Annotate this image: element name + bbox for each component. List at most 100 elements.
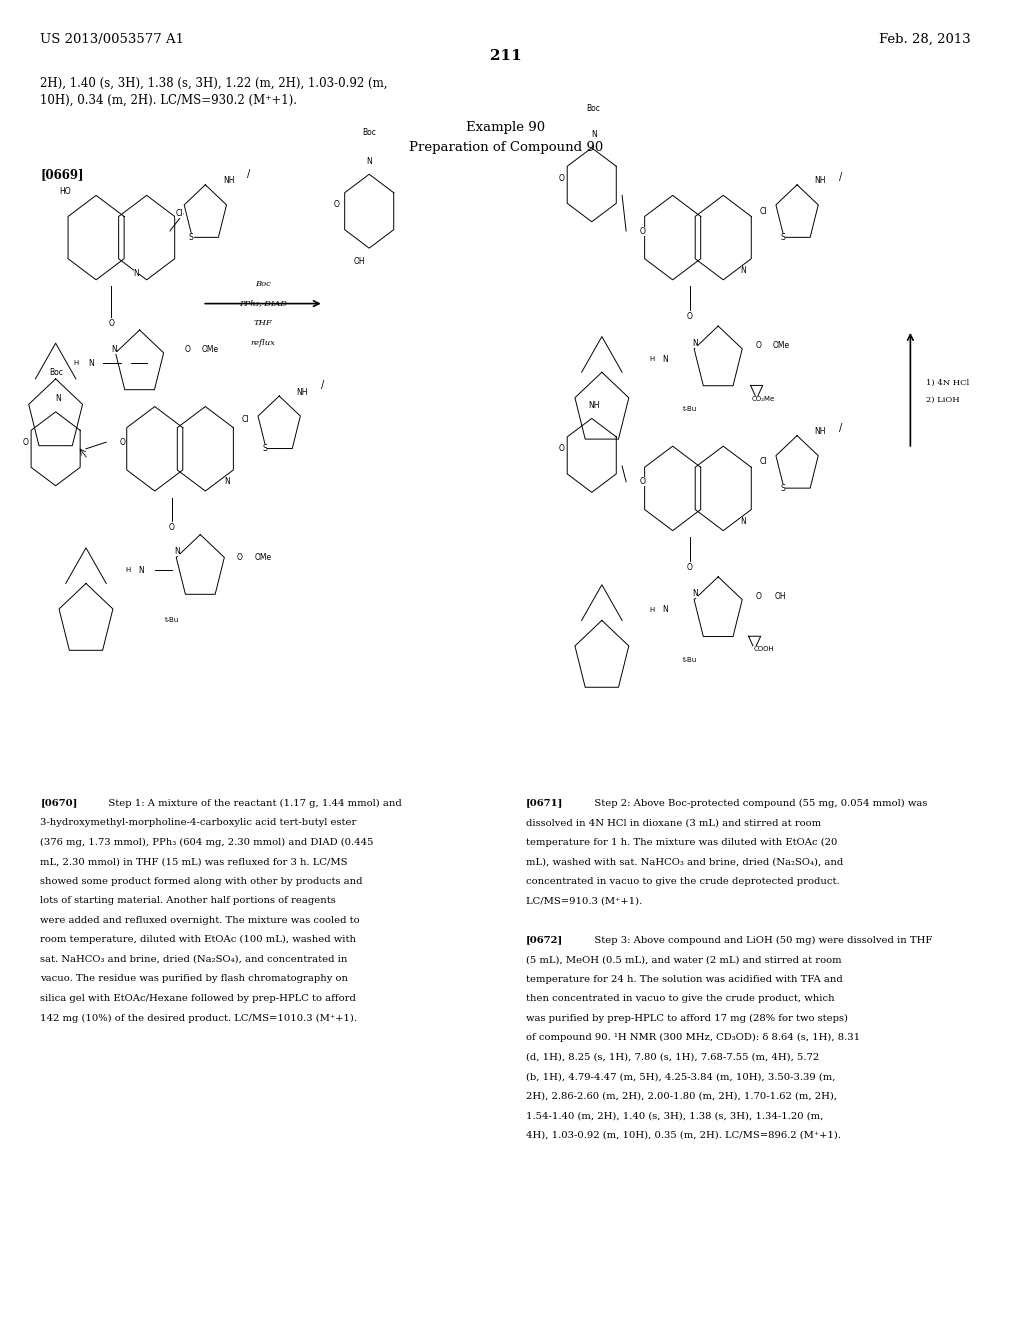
Text: Cl: Cl xyxy=(760,207,767,215)
Text: was purified by prep-HPLC to afford 17 mg (28% for two steps): was purified by prep-HPLC to afford 17 m… xyxy=(526,1014,848,1023)
Text: (376 mg, 1.73 mmol), PPh₃ (604 mg, 2.30 mmol) and DIAD (0.445: (376 mg, 1.73 mmol), PPh₃ (604 mg, 2.30 … xyxy=(41,838,374,847)
Text: 1.54-1.40 (m, 2H), 1.40 (s, 3H), 1.38 (s, 3H), 1.34-1.20 (m,: 1.54-1.40 (m, 2H), 1.40 (s, 3H), 1.38 (s… xyxy=(526,1111,823,1121)
Text: N: N xyxy=(663,355,669,363)
Text: vacuo. The residue was purified by flash chromatography on: vacuo. The residue was purified by flash… xyxy=(41,974,348,983)
Text: 1) 4N HCl: 1) 4N HCl xyxy=(926,379,969,387)
Text: of compound 90. ¹H NMR (300 MHz, CD₃OD): δ 8.64 (s, 1H), 8.31: of compound 90. ¹H NMR (300 MHz, CD₃OD):… xyxy=(526,1034,860,1043)
Text: OMe: OMe xyxy=(772,342,790,350)
Text: O: O xyxy=(639,227,645,235)
Text: Cl: Cl xyxy=(242,416,250,424)
Text: N: N xyxy=(591,131,597,139)
Text: NH: NH xyxy=(815,428,826,436)
Text: dissolved in 4N HCl in dioxane (3 mL) and stirred at room: dissolved in 4N HCl in dioxane (3 mL) an… xyxy=(526,818,821,828)
Text: [0669]: [0669] xyxy=(41,168,84,181)
Text: O: O xyxy=(558,174,564,182)
Text: 2H), 1.40 (s, 3H), 1.38 (s, 3H), 1.22 (m, 2H), 1.03-0.92 (m,
10H), 0.34 (m, 2H).: 2H), 1.40 (s, 3H), 1.38 (s, 3H), 1.22 (m… xyxy=(41,77,388,107)
Text: t-Bu: t-Bu xyxy=(683,657,697,663)
Text: [0671]: [0671] xyxy=(526,799,563,808)
Text: Preparation of Compound 90: Preparation of Compound 90 xyxy=(409,141,603,154)
Text: Example 90: Example 90 xyxy=(466,121,546,135)
Text: O: O xyxy=(756,593,762,601)
Text: 211: 211 xyxy=(489,49,521,63)
Text: N: N xyxy=(224,478,230,486)
Text: [0672]: [0672] xyxy=(526,936,563,945)
Text: Step 2: Above Boc-protected compound (55 mg, 0.054 mmol) was: Step 2: Above Boc-protected compound (55… xyxy=(585,799,927,808)
Text: N: N xyxy=(112,346,117,354)
Text: THF: THF xyxy=(254,319,272,327)
Text: mL), washed with sat. NaHCO₃ and brine, dried (Na₂SO₄), and: mL), washed with sat. NaHCO₃ and brine, … xyxy=(526,857,843,866)
Text: 3-hydroxymethyl-morpholine-4-carboxylic acid tert-butyl ester: 3-hydroxymethyl-morpholine-4-carboxylic … xyxy=(41,818,356,828)
Text: Step 3: Above compound and LiOH (50 mg) were dissolved in THF: Step 3: Above compound and LiOH (50 mg) … xyxy=(585,936,932,945)
Text: N: N xyxy=(740,267,746,275)
Text: then concentrated in vacuo to give the crude product, which: then concentrated in vacuo to give the c… xyxy=(526,994,835,1003)
Text: H: H xyxy=(650,607,655,612)
Text: 4H), 1.03-0.92 (m, 10H), 0.35 (m, 2H). LC/MS=896.2 (M⁺+1).: 4H), 1.03-0.92 (m, 10H), 0.35 (m, 2H). L… xyxy=(526,1131,841,1140)
Text: OH: OH xyxy=(775,593,786,601)
Text: t-Bu: t-Bu xyxy=(165,618,179,623)
Text: H: H xyxy=(74,360,79,366)
Text: reflux: reflux xyxy=(251,339,275,347)
Text: N: N xyxy=(174,548,180,556)
Text: H: H xyxy=(126,568,131,573)
Text: O: O xyxy=(687,313,693,321)
Text: O: O xyxy=(756,342,762,350)
Text: O: O xyxy=(169,524,175,532)
Text: /: / xyxy=(247,169,251,180)
Text: Boc: Boc xyxy=(50,368,63,376)
Text: temperature for 1 h. The mixture was diluted with EtOAc (20: temperature for 1 h. The mixture was dil… xyxy=(526,838,838,847)
Text: US 2013/0053577 A1: US 2013/0053577 A1 xyxy=(41,33,184,46)
Text: N: N xyxy=(134,269,139,277)
Text: CO₂Me: CO₂Me xyxy=(752,396,775,401)
Text: 142 mg (10%) of the desired product. LC/MS=1010.3 (M⁺+1).: 142 mg (10%) of the desired product. LC/… xyxy=(41,1014,357,1023)
Text: sat. NaHCO₃ and brine, dried (Na₂SO₄), and concentrated in: sat. NaHCO₃ and brine, dried (Na₂SO₄), a… xyxy=(41,954,348,964)
Text: Boc: Boc xyxy=(255,280,271,288)
Text: were added and refluxed overnight. The mixture was cooled to: were added and refluxed overnight. The m… xyxy=(41,916,360,925)
Text: Step 1: A mixture of the reactant (1.17 g, 1.44 mmol) and: Step 1: A mixture of the reactant (1.17 … xyxy=(99,799,401,808)
Text: Cl: Cl xyxy=(760,458,767,466)
Text: O: O xyxy=(109,319,115,327)
Text: H: H xyxy=(650,356,655,362)
Text: (b, 1H), 4.79-4.47 (m, 5H), 4.25-3.84 (m, 10H), 3.50-3.39 (m,: (b, 1H), 4.79-4.47 (m, 5H), 4.25-3.84 (m… xyxy=(526,1072,836,1081)
Text: N: N xyxy=(88,359,94,367)
Text: 2) LiOH: 2) LiOH xyxy=(926,396,959,404)
Text: Boc: Boc xyxy=(586,104,600,112)
Text: silica gel with EtOAc/Hexane followed by prep-HPLC to afford: silica gel with EtOAc/Hexane followed by… xyxy=(41,994,356,1003)
Text: O: O xyxy=(184,346,190,354)
Text: O: O xyxy=(639,478,645,486)
Text: [0670]: [0670] xyxy=(41,799,78,808)
Text: O: O xyxy=(237,553,243,561)
Text: N: N xyxy=(663,606,669,614)
Text: (d, 1H), 8.25 (s, 1H), 7.80 (s, 1H), 7.68-7.55 (m, 4H), 5.72: (d, 1H), 8.25 (s, 1H), 7.80 (s, 1H), 7.6… xyxy=(526,1053,819,1061)
Text: O: O xyxy=(558,445,564,453)
Text: OMe: OMe xyxy=(254,553,271,561)
Text: 2H), 2.86-2.60 (m, 2H), 2.00-1.80 (m, 2H), 1.70-1.62 (m, 2H),: 2H), 2.86-2.60 (m, 2H), 2.00-1.80 (m, 2H… xyxy=(526,1092,837,1101)
Text: N: N xyxy=(367,157,372,165)
Text: temperature for 24 h. The solution was acidified with TFA and: temperature for 24 h. The solution was a… xyxy=(526,974,843,983)
Text: Boc: Boc xyxy=(362,128,376,136)
Text: N: N xyxy=(692,339,697,347)
Text: O: O xyxy=(120,438,125,446)
Text: N: N xyxy=(692,590,697,598)
Text: COOH: COOH xyxy=(754,647,774,652)
Text: OH: OH xyxy=(353,257,365,265)
Text: O: O xyxy=(23,438,29,446)
Text: mL, 2.30 mmol) in THF (15 mL) was refluxed for 3 h. LC/MS: mL, 2.30 mmol) in THF (15 mL) was reflux… xyxy=(41,857,348,866)
Text: (5 mL), MeOH (0.5 mL), and water (2 mL) and stirred at room: (5 mL), MeOH (0.5 mL), and water (2 mL) … xyxy=(526,956,842,964)
Text: N: N xyxy=(740,517,746,525)
Text: NH: NH xyxy=(223,177,234,185)
Text: O: O xyxy=(334,201,340,209)
Text: /: / xyxy=(322,380,325,391)
Text: /: / xyxy=(839,422,842,433)
Text: S: S xyxy=(780,234,785,242)
Text: S: S xyxy=(262,445,267,453)
Text: LC/MS=910.3 (M⁺+1).: LC/MS=910.3 (M⁺+1). xyxy=(526,896,642,906)
Text: concentrated in vacuo to give the crude deprotected product.: concentrated in vacuo to give the crude … xyxy=(526,876,840,886)
Text: NH: NH xyxy=(297,388,308,396)
Text: room temperature, diluted with EtOAc (100 mL), washed with: room temperature, diluted with EtOAc (10… xyxy=(41,936,356,945)
Text: Feb. 28, 2013: Feb. 28, 2013 xyxy=(880,33,971,46)
Text: OMe: OMe xyxy=(202,346,219,354)
Text: PPh₃, DIAD: PPh₃, DIAD xyxy=(239,300,287,308)
Text: lots of starting material. Another half portions of reagents: lots of starting material. Another half … xyxy=(41,896,336,906)
Text: N: N xyxy=(138,566,144,574)
Text: O: O xyxy=(687,564,693,572)
